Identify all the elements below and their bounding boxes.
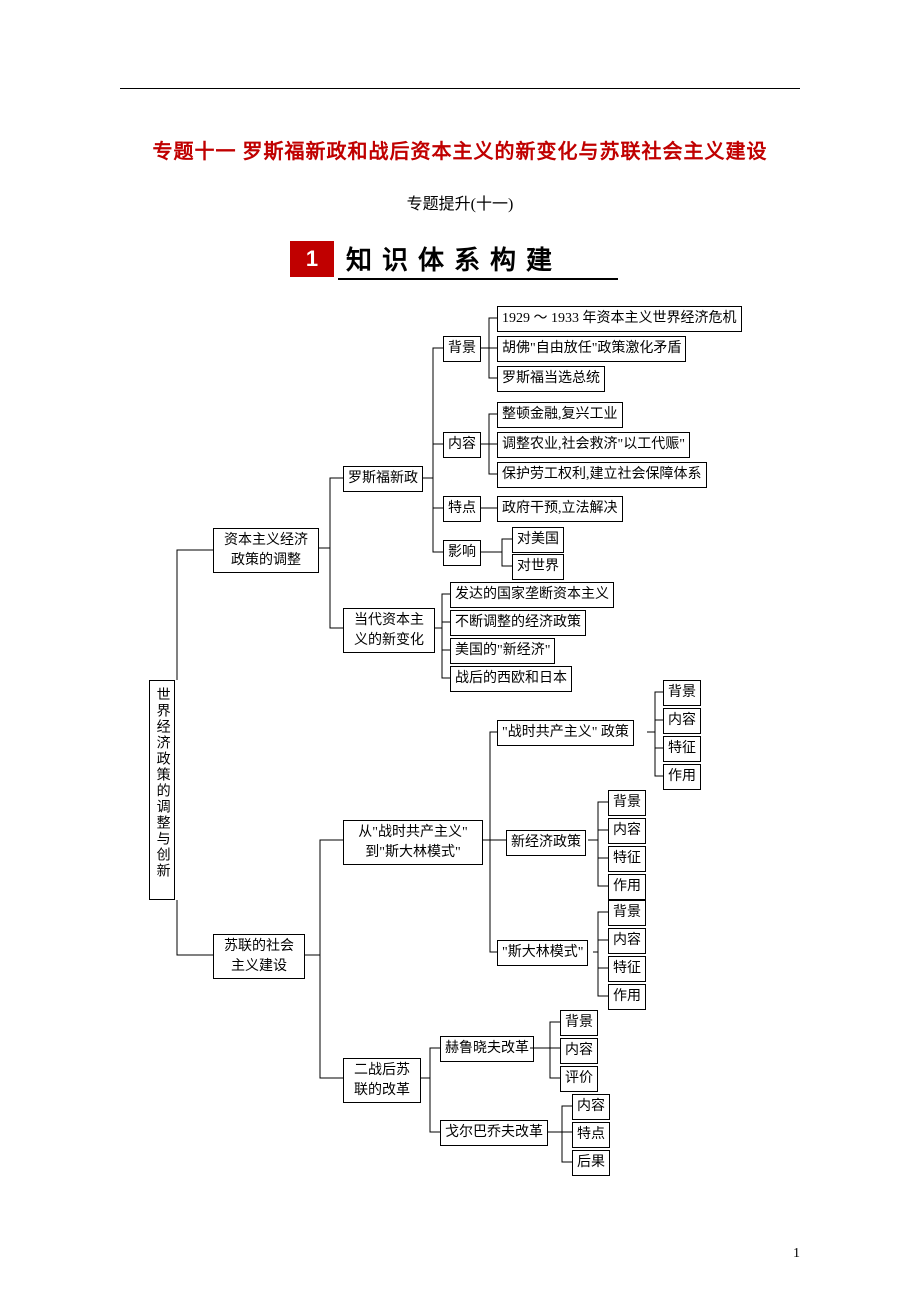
node-from-to: 从"战时共产主义"到"斯大林模式"	[343, 820, 483, 865]
node-r-impact: 影响	[443, 540, 481, 566]
page-number: 1	[793, 1246, 800, 1262]
node-root: 世界经济政策的调整与创新	[149, 680, 175, 900]
node-cp-3: 美国的"新经济"	[450, 638, 555, 664]
node-r-content: 内容	[443, 432, 481, 458]
node-kh-bg: 背景	[560, 1010, 598, 1036]
node-st-bg: 背景	[608, 900, 646, 926]
node-nep: 新经济政策	[506, 830, 586, 856]
node-st-ch: 特征	[608, 956, 646, 982]
node-kh-ct: 内容	[560, 1038, 598, 1064]
node-ussr: 苏联的社会主义建设	[213, 934, 305, 979]
page-root: 专题十一 罗斯福新政和战后资本主义的新变化与苏联社会主义建设 专题提升(十一) …	[0, 0, 920, 1302]
node-ct-2: 调整农业,社会救济"以工代赈"	[497, 432, 690, 458]
node-cp-1: 发达的国家垄断资本主义	[450, 582, 614, 608]
node-ct-3: 保护劳工权利,建立社会保障体系	[497, 462, 707, 488]
node-cp-4: 战后的西欧和日本	[450, 666, 572, 692]
node-gb-ft: 特点	[572, 1122, 610, 1148]
node-wc-bg: 背景	[663, 680, 701, 706]
node-gorb: 戈尔巴乔夫改革	[440, 1120, 548, 1146]
node-im-2: 对世界	[512, 554, 564, 580]
node-wc-ct: 内容	[663, 708, 701, 734]
node-gb-ct: 内容	[572, 1094, 610, 1120]
section-banner: 1 知识体系构建	[290, 240, 630, 280]
node-cp-2: 不断调整的经济政策	[450, 610, 586, 636]
node-roosevelt: 罗斯福新政	[343, 466, 423, 492]
node-wc-ch: 特征	[663, 736, 701, 762]
node-kh-ev: 评价	[560, 1066, 598, 1092]
node-np-ef: 作用	[608, 874, 646, 900]
node-st-ct: 内容	[608, 928, 646, 954]
node-im-1: 对美国	[512, 527, 564, 553]
node-stalin: "斯大林模式"	[497, 940, 588, 966]
node-contemp: 当代资本主义的新变化	[343, 608, 435, 653]
node-wc-ef: 作用	[663, 764, 701, 790]
node-gb-rs: 后果	[572, 1150, 610, 1176]
section-underline	[338, 278, 618, 280]
node-bg-1: 1929 ～ 1933 年资本主义世界经济危机	[497, 306, 742, 332]
section-number: 1	[290, 241, 334, 277]
node-bg-3: 罗斯福当选总统	[497, 366, 605, 392]
main-title: 专题十一 罗斯福新政和战后资本主义的新变化与苏联社会主义建设	[0, 135, 920, 164]
node-np-bg: 背景	[608, 790, 646, 816]
node-bg-2: 胡佛"自由放任"政策激化矛盾	[497, 336, 686, 362]
node-warcomm: "战时共产主义" 政策	[497, 720, 634, 746]
node-r-feature: 特点	[443, 496, 481, 522]
node-khr: 赫鲁晓夫改革	[440, 1036, 534, 1062]
node-np-ch: 特征	[608, 846, 646, 872]
node-postwar: 二战后苏联的改革	[343, 1058, 421, 1103]
subtitle: 专题提升(十一)	[0, 190, 920, 214]
node-ft-1: 政府干预,立法解决	[497, 496, 623, 522]
section-label: 知识体系构建	[346, 240, 562, 277]
node-cap-adj: 资本主义经济政策的调整	[213, 528, 319, 573]
node-np-ct: 内容	[608, 818, 646, 844]
node-ct-1: 整顿金融,复兴工业	[497, 402, 623, 428]
node-st-ef: 作用	[608, 984, 646, 1010]
top-rule	[120, 88, 800, 89]
node-r-bg: 背景	[443, 336, 481, 362]
